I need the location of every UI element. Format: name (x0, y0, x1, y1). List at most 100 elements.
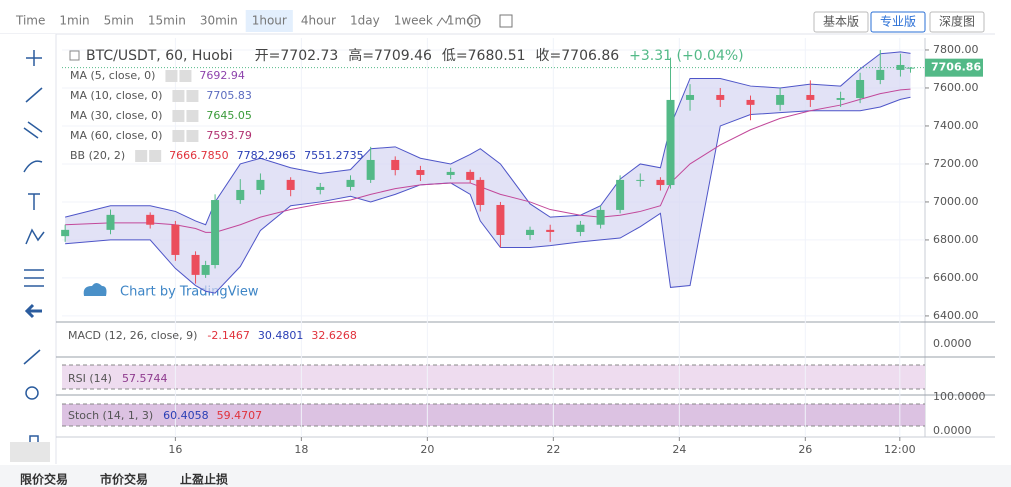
candle-body (576, 224, 585, 232)
brush-icon[interactable] (23, 160, 43, 173)
y-tick-label: 7800.00 (933, 43, 979, 56)
drawing-tools[interactable] (23, 50, 45, 451)
view-button[interactable] (813, 11, 869, 33)
pane-label: RSI (14) (68, 372, 112, 385)
candle-body (876, 69, 885, 80)
candle-body (686, 94, 695, 100)
candle-body (316, 186, 325, 190)
indicator-value: 7666.7850 (169, 149, 229, 162)
interval-button[interactable]: 4hour (301, 14, 336, 28)
indicator-close[interactable] (179, 70, 192, 82)
pattern-icon[interactable] (25, 228, 45, 245)
candle-body (836, 98, 845, 100)
back-icon[interactable] (24, 303, 42, 319)
candle-body (256, 179, 265, 190)
interval-button[interactable]: 30min (200, 14, 238, 28)
indicator-settings[interactable] (135, 150, 148, 162)
x-tick-label: 16 (168, 443, 182, 456)
crosshair-icon[interactable] (26, 50, 42, 66)
candle-body (466, 171, 475, 180)
x-tick-label: 18 (294, 443, 308, 456)
candle-body (346, 179, 355, 187)
pane-label: Stoch (14, 1, 3) (68, 409, 153, 422)
candle-body (806, 94, 815, 100)
screenshot-icon[interactable] (499, 14, 513, 28)
indicator-settings[interactable] (165, 70, 178, 82)
interval-button[interactable]: 1min (59, 14, 89, 28)
indicator-close[interactable] (186, 110, 199, 122)
candle-body (616, 179, 625, 210)
zoom-icon[interactable] (25, 386, 39, 400)
text-icon[interactable] (28, 193, 40, 210)
footer-tab[interactable]: 止盈止损 (180, 472, 228, 487)
indicator-value: 7645.05 (206, 109, 252, 122)
y-tick-label: 7000.00 (933, 195, 979, 208)
view-label: 深度图 (939, 14, 975, 29)
header-symbol: BTC/USDT, 60, Huobi (86, 48, 233, 64)
settings-icon[interactable] (467, 14, 481, 28)
candle-body (236, 189, 245, 201)
indicators-icon[interactable] (436, 14, 451, 27)
interval-button[interactable]: 1mon (447, 14, 481, 28)
collapse-button[interactable] (10, 442, 50, 462)
candle-body (201, 265, 210, 275)
indicator-settings[interactable] (172, 110, 185, 122)
watermark-logo (83, 283, 107, 296)
candle-body (146, 214, 155, 225)
view-button[interactable] (929, 11, 985, 33)
candle-body (171, 224, 180, 255)
indicator-value: 7593.79 (206, 129, 252, 142)
trendline-icon[interactable] (25, 87, 43, 103)
interval-button[interactable]: Time (15, 14, 45, 28)
indicator-close[interactable] (186, 90, 199, 102)
rsi-band (62, 365, 925, 389)
candle-body (656, 179, 665, 186)
interval-button[interactable]: 1week (394, 14, 433, 28)
candle-body (391, 159, 400, 171)
x-tick-label: 22 (546, 443, 560, 456)
interval-button[interactable]: 15min (148, 14, 186, 28)
indicator-settings[interactable] (172, 90, 185, 102)
footer-tab[interactable]: 限价交易 (20, 472, 68, 487)
pane-tick-label: 100.0000 (933, 390, 986, 403)
candle-body (416, 170, 425, 175)
candle-body (746, 99, 755, 105)
candle-body (716, 94, 725, 100)
indicator-close[interactable] (186, 130, 199, 142)
candle-body (476, 179, 485, 205)
candle-body (526, 229, 535, 235)
indicator-label: MA (60, close, 0) (70, 129, 162, 142)
interval-button[interactable]: 1day (350, 14, 380, 28)
indicator-close[interactable] (149, 150, 162, 162)
candle-body (776, 94, 785, 105)
interval-button[interactable]: 1hour (252, 14, 287, 28)
candle-body (856, 79, 865, 99)
y-tick-label: 7200.00 (933, 157, 979, 170)
measure-icon[interactable] (24, 269, 44, 287)
indicator-value: 7551.2735 (304, 149, 364, 162)
indicator-settings[interactable] (172, 130, 185, 142)
indicator-label: MA (30, close, 0) (70, 109, 162, 122)
bollinger-fill (65, 51, 911, 294)
candle-body (61, 229, 70, 237)
legend-collapse[interactable] (69, 50, 80, 61)
interval-button[interactable]: 5min (104, 14, 134, 28)
footer-bar (0, 465, 1011, 487)
stoch-band (62, 404, 925, 426)
view-button[interactable] (870, 11, 926, 33)
candle-body (666, 99, 675, 186)
last-price-tag (925, 58, 983, 77)
x-tick-label: 26 (798, 443, 812, 456)
candle-body (906, 67, 915, 69)
header-close: 收=7706.86 (536, 48, 620, 64)
candle-body (446, 171, 455, 175)
footer-tab[interactable]: 市价交易 (100, 472, 148, 487)
header-open: 开=7702.73 (255, 48, 339, 64)
candle-body (366, 159, 375, 180)
ruler-icon[interactable] (23, 349, 41, 365)
pane-value: -2.1467 (207, 329, 249, 342)
x-tick-label: 12:00 (884, 443, 916, 456)
fib-icon[interactable] (23, 121, 43, 139)
